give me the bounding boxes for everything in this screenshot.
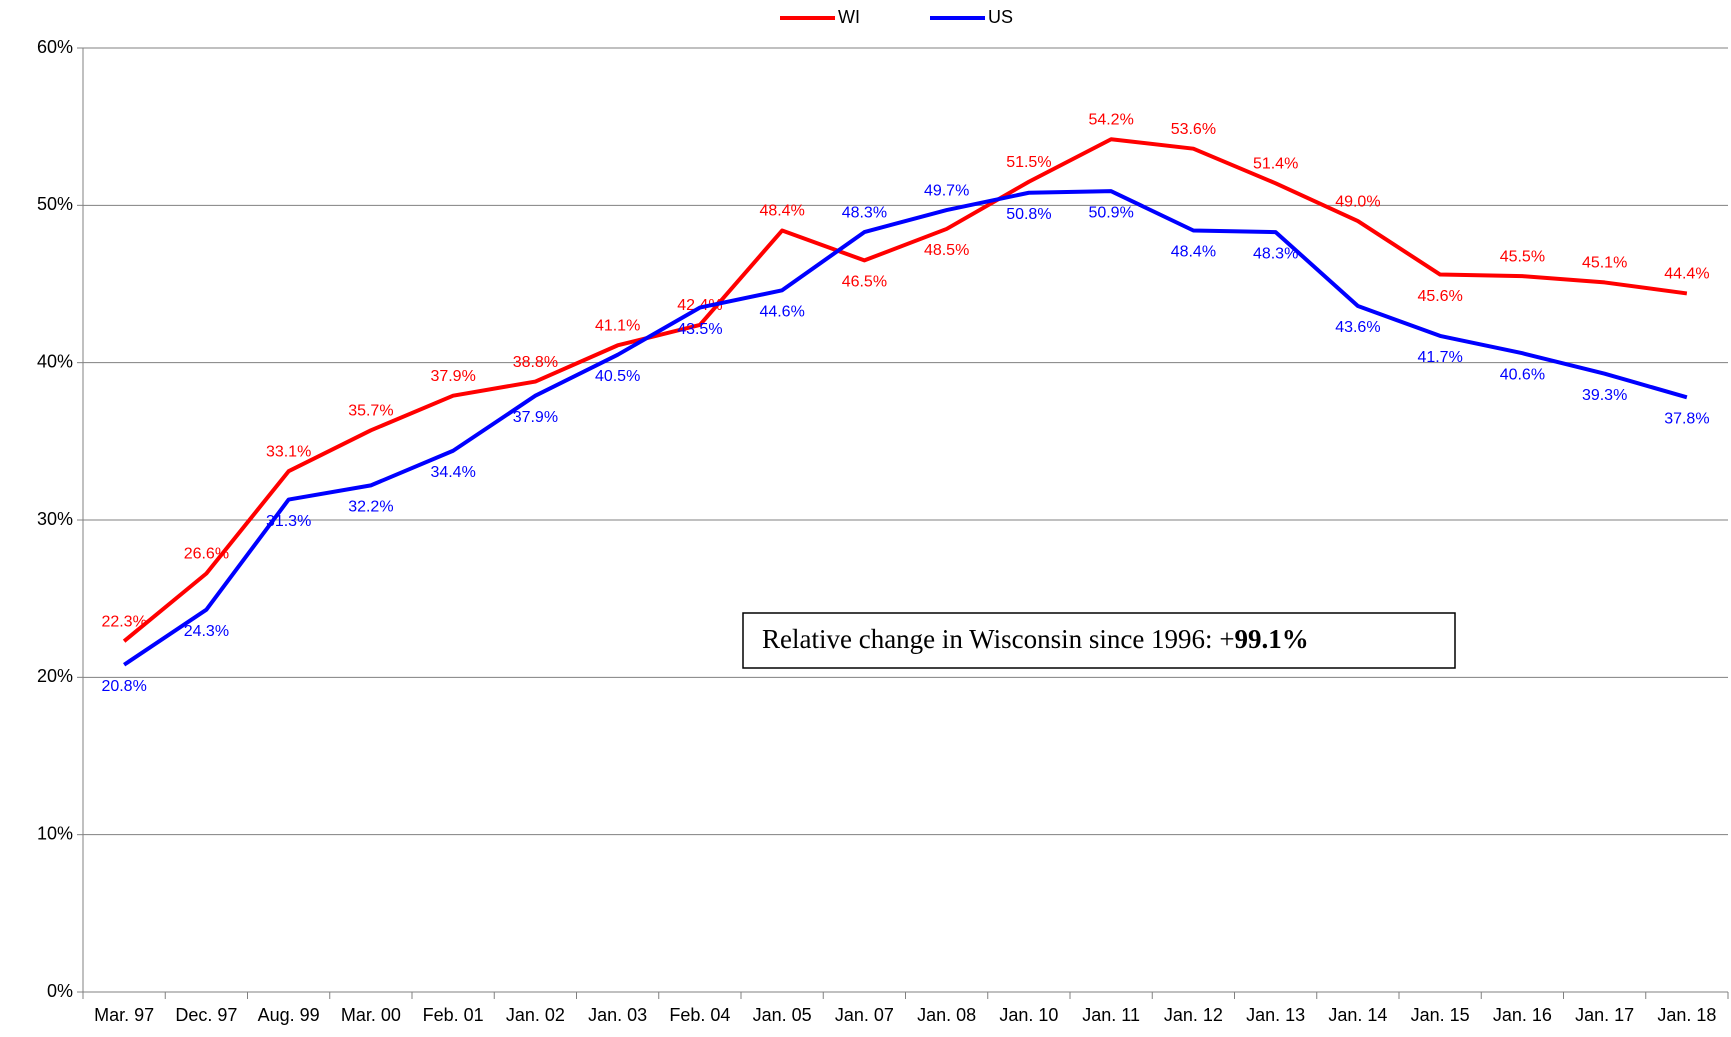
data-label: 44.6% — [759, 304, 804, 321]
data-label: 48.3% — [842, 204, 887, 221]
annotation-box — [742, 612, 1456, 669]
data-label: 45.6% — [1417, 288, 1462, 305]
data-label: 24.3% — [184, 623, 229, 640]
data-label: 48.4% — [1171, 244, 1216, 261]
data-label: 51.5% — [1006, 154, 1051, 171]
data-label: 20.8% — [101, 678, 146, 695]
x-tick-label: Mar. 00 — [341, 1005, 401, 1025]
plot: 0% 10% 20% 30% 40% 50% 60% Mar. 97 Dec. 97 Aug. 9… — [37, 7, 1729, 1025]
y-tick-label: 10% — [37, 823, 73, 843]
x-tick-label: Feb. 04 — [669, 1005, 730, 1025]
x-tick-label: Jan. 13 — [1246, 1005, 1305, 1025]
data-label: 39.3% — [1582, 387, 1627, 404]
data-label: 49.7% — [924, 182, 969, 199]
y-tick-label: 30% — [37, 509, 73, 529]
annotation: Relative change in Wisconsin since 1996:… — [762, 624, 1309, 654]
data-label: 49.0% — [1335, 193, 1380, 210]
x-tick-label: Jan. 14 — [1328, 1005, 1387, 1025]
data-label: 43.6% — [1335, 319, 1380, 336]
data-label: 41.7% — [1417, 349, 1462, 366]
data-label: 44.4% — [1664, 266, 1709, 283]
series-line — [122, 137, 1688, 643]
data-label: 53.6% — [1171, 121, 1216, 138]
y-tick-label: 40% — [37, 351, 73, 371]
data-label: 45.5% — [1500, 248, 1545, 265]
x-tick-label: Jan. 12 — [1164, 1005, 1223, 1025]
data-label: 34.4% — [430, 464, 475, 481]
data-label: 50.9% — [1088, 204, 1133, 221]
data-label: 32.2% — [348, 499, 393, 516]
x-tick-label: Jan. 16 — [1493, 1005, 1552, 1025]
data-label: 33.1% — [266, 443, 311, 460]
data-label: 40.5% — [595, 368, 640, 385]
x-tick-label: Jan. 07 — [835, 1005, 894, 1025]
x-tick-label: Jan. 18 — [1657, 1005, 1716, 1025]
annotation-emphasis: 99.1% — [1235, 624, 1309, 654]
data-label: 31.3% — [266, 513, 311, 530]
annotation-text: Relative change in Wisconsin since 1996:… — [762, 624, 1235, 654]
data-label: 38.8% — [513, 354, 558, 371]
y-tick-label: 20% — [37, 666, 73, 686]
data-label: 46.5% — [842, 274, 887, 291]
x-tick-label: Jan. 10 — [999, 1005, 1058, 1025]
data-label: 22.3% — [101, 613, 146, 630]
x-tick-label: Feb. 01 — [423, 1005, 484, 1025]
data-label: 40.6% — [1500, 366, 1545, 383]
data-label: 48.4% — [759, 203, 804, 220]
data-label: 37.9% — [430, 368, 475, 385]
x-tick-label: Jan. 02 — [506, 1005, 565, 1025]
x-tick-label: Jan. 03 — [588, 1005, 647, 1025]
x-tick-label: Jan. 08 — [917, 1005, 976, 1025]
x-tick-label: Jan. 15 — [1411, 1005, 1470, 1025]
y-tick-label: 0% — [47, 981, 73, 1001]
data-label: 50.8% — [1006, 206, 1051, 223]
data-label: 54.2% — [1088, 111, 1133, 128]
series-line — [123, 189, 1688, 667]
data-label: 51.4% — [1253, 156, 1298, 173]
data-label: 37.8% — [1664, 410, 1709, 427]
x-tick-label: Mar. 97 — [94, 1005, 154, 1025]
data-label: 48.5% — [924, 242, 969, 259]
data-label: 41.1% — [595, 318, 640, 335]
x-tick-label: Jan. 17 — [1575, 1005, 1634, 1025]
x-tick-label: Jan. 11 — [1082, 1005, 1140, 1025]
data-label: 26.6% — [184, 546, 229, 563]
data-label: 45.1% — [1582, 255, 1627, 272]
data-label: 43.5% — [677, 321, 722, 338]
y-tick-label: 60% — [37, 37, 73, 57]
data-label: 37.9% — [513, 409, 558, 426]
x-tick-label: Jan. 05 — [753, 1005, 812, 1025]
x-tick-label: Dec. 97 — [175, 1005, 237, 1025]
legend-label: US — [988, 7, 1013, 27]
legend-label: WI — [838, 7, 860, 27]
x-tick-label: Aug. 99 — [258, 1005, 320, 1025]
y-tick-label: 50% — [37, 194, 73, 214]
data-label: 48.3% — [1253, 245, 1298, 262]
data-label: 35.7% — [348, 403, 393, 420]
